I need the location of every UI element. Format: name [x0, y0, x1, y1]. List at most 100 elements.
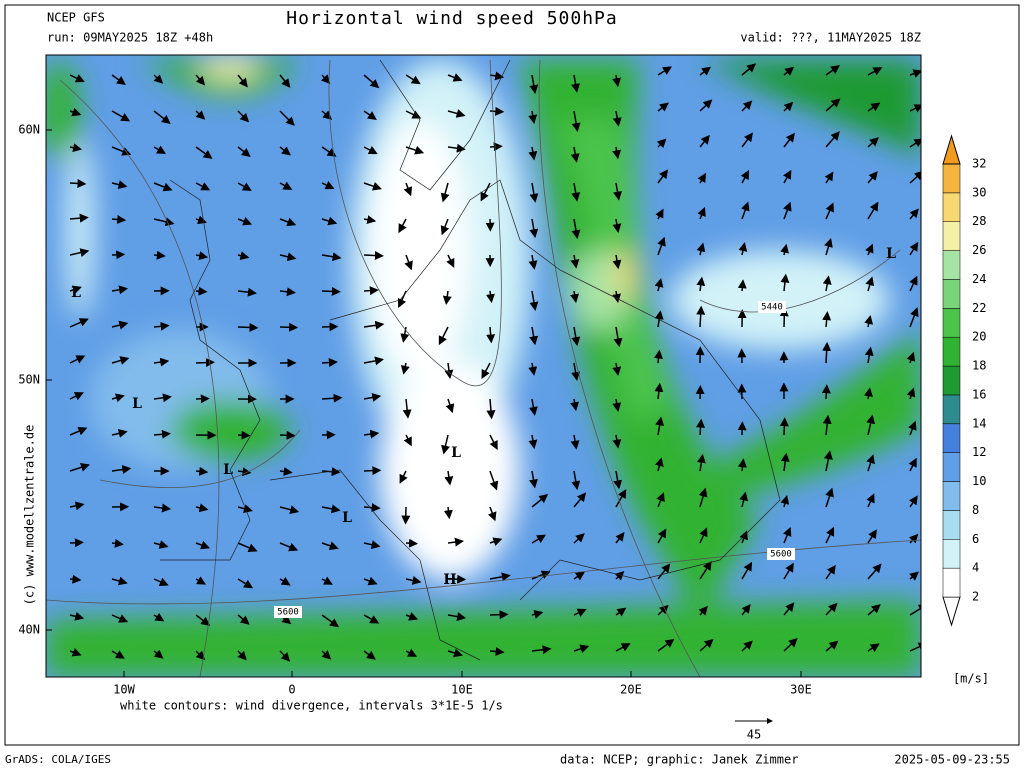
wind-arrow [570, 290, 580, 304]
wind-arrow [111, 214, 127, 224]
wind-arrow [699, 560, 712, 580]
wind-arrow [363, 614, 380, 624]
wind-arrow [195, 110, 206, 120]
wind-arrow [531, 645, 552, 655]
wind-arrow [613, 326, 623, 348]
wind-arrow [363, 576, 378, 586]
wind-arrow [739, 530, 748, 544]
wind-arrow [697, 172, 707, 184]
wind-arrow [398, 218, 407, 234]
wind-arrow [69, 501, 85, 511]
wind-arrow [69, 355, 86, 364]
wind-arrow [153, 577, 169, 586]
wind-arrow [321, 504, 341, 514]
wind-arrow [111, 250, 126, 260]
wind-arrow [909, 571, 919, 581]
wind-arrow [195, 182, 211, 191]
colorbar-box [942, 481, 961, 511]
wind-arrow [69, 107, 82, 117]
valid-time: valid: ???, 11MAY2025 18Z [740, 31, 921, 45]
wind-arrow [906, 351, 916, 364]
wind-arrow [655, 208, 664, 220]
wind-arrow [363, 356, 384, 366]
wind-arrow [237, 430, 251, 440]
wind-arrow [111, 74, 126, 85]
wind-arrow [444, 362, 454, 380]
wind-arrow [195, 466, 209, 476]
wind-arrow [440, 218, 450, 236]
wind-arrow [363, 466, 382, 476]
wind-arrow [487, 506, 497, 522]
wind-arrow [909, 307, 919, 328]
wind-arrow [741, 561, 753, 580]
wind-arrow [279, 252, 297, 262]
wind-arrow [489, 610, 509, 620]
wind-arrow [321, 252, 342, 262]
wind-arrow [699, 527, 708, 544]
wind-arrow [69, 538, 84, 548]
wind-arrow [69, 213, 89, 223]
colorbar-label: 10 [972, 474, 986, 488]
wind-arrow [909, 138, 921, 148]
wind-arrow [699, 66, 712, 76]
wind-arrow [783, 637, 798, 652]
colorbar-extend-high [942, 134, 961, 165]
wind-arrow [864, 387, 873, 400]
colorbar-label: 30 [972, 185, 986, 199]
wind-arrow [867, 563, 882, 580]
wind-arrow [822, 414, 832, 436]
wind-arrow [779, 417, 789, 436]
height-label: 5440 [761, 303, 783, 313]
height-label-box [274, 606, 302, 618]
wind-arrow [657, 169, 669, 184]
lon-label: 10E [451, 683, 473, 697]
wind-arrow [279, 576, 291, 586]
wind-arrow [865, 243, 874, 256]
wind-arrow [741, 63, 757, 76]
wind-arrow [529, 290, 539, 312]
wind-arrow [489, 142, 503, 152]
wind-arrow [825, 640, 839, 652]
wind-arrow [441, 434, 450, 455]
wind-arrow [69, 318, 89, 328]
wind-arrow [489, 71, 505, 81]
wind-arrow [783, 101, 794, 112]
wind-arrow [531, 493, 549, 508]
wind-arrow [571, 326, 581, 347]
wind-arrow [615, 607, 627, 617]
wind-arrow [867, 137, 879, 148]
wind-arrow [909, 642, 921, 652]
wind-arrow [531, 609, 544, 619]
wind-arrow [780, 243, 789, 256]
wind-arrow [363, 503, 381, 513]
pressure-center: L [886, 246, 896, 262]
wind-arrow [447, 143, 466, 153]
colorbar-unit: [m/s] [953, 672, 989, 686]
wind-arrow [363, 74, 380, 89]
lon-label: 20E [620, 683, 642, 697]
wind-arrow [195, 251, 209, 261]
wind-arrow [279, 467, 293, 476]
colorbar-label: 16 [972, 387, 986, 401]
wind-arrow [613, 182, 622, 201]
wind-arrow [69, 143, 83, 153]
wind-arrow [111, 285, 129, 295]
wind-arrow [657, 638, 675, 652]
wind-arrow [405, 538, 419, 548]
wind-arrow [529, 470, 538, 489]
wind-arrow [740, 170, 750, 184]
wind-arrow [237, 578, 254, 589]
wind-arrow [783, 132, 795, 148]
pressure-center: L [132, 396, 142, 412]
wind-arrow [657, 236, 666, 256]
wind-arrow [909, 604, 921, 616]
wind-arrow [823, 450, 833, 472]
wind-arrow [69, 392, 84, 401]
wind-arrow [111, 429, 128, 438]
wind-arrow [321, 146, 337, 157]
wind-arrow [783, 562, 794, 580]
wind-arrow [111, 320, 129, 330]
wind-arrow [321, 650, 332, 660]
wind-arrow [403, 182, 413, 197]
wind-arrow [69, 611, 85, 621]
